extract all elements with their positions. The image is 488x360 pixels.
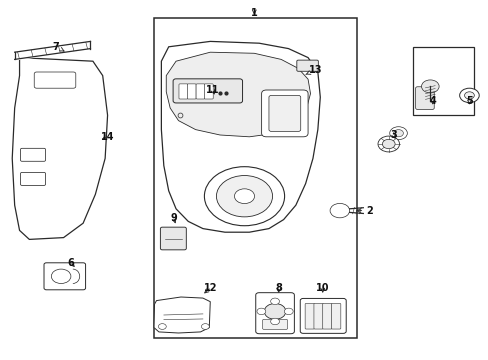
Polygon shape	[12, 58, 107, 239]
FancyBboxPatch shape	[34, 72, 76, 88]
Text: 10: 10	[315, 283, 329, 293]
Text: 3: 3	[389, 130, 396, 140]
Circle shape	[216, 176, 272, 217]
Text: 12: 12	[203, 283, 217, 293]
Text: 14: 14	[101, 132, 114, 142]
Polygon shape	[161, 41, 320, 232]
FancyBboxPatch shape	[20, 148, 45, 161]
Text: 4: 4	[428, 96, 435, 106]
FancyBboxPatch shape	[300, 298, 346, 333]
Circle shape	[51, 269, 71, 284]
Text: 8: 8	[275, 283, 282, 293]
Circle shape	[459, 88, 478, 103]
Text: 6: 6	[67, 258, 74, 268]
Bar	[412, 47, 473, 115]
Circle shape	[201, 324, 209, 329]
Circle shape	[464, 92, 473, 99]
FancyBboxPatch shape	[305, 303, 314, 329]
FancyBboxPatch shape	[261, 90, 307, 137]
FancyBboxPatch shape	[20, 172, 45, 185]
Polygon shape	[154, 297, 210, 333]
FancyBboxPatch shape	[44, 263, 85, 290]
Text: 11: 11	[205, 85, 219, 95]
FancyBboxPatch shape	[173, 79, 242, 103]
Circle shape	[204, 167, 284, 226]
Circle shape	[421, 80, 438, 93]
Circle shape	[382, 139, 394, 149]
Circle shape	[234, 189, 254, 203]
FancyBboxPatch shape	[322, 303, 331, 329]
FancyBboxPatch shape	[331, 303, 340, 329]
FancyBboxPatch shape	[160, 227, 186, 250]
Text: 1: 1	[250, 8, 257, 18]
Circle shape	[284, 308, 292, 315]
Circle shape	[329, 203, 349, 218]
FancyBboxPatch shape	[268, 95, 300, 131]
Circle shape	[158, 324, 166, 329]
FancyBboxPatch shape	[296, 60, 318, 71]
FancyBboxPatch shape	[187, 84, 196, 99]
Polygon shape	[166, 52, 310, 137]
FancyBboxPatch shape	[262, 319, 287, 329]
Circle shape	[377, 136, 399, 152]
Text: 13: 13	[305, 65, 322, 75]
Text: 7: 7	[53, 42, 64, 52]
FancyBboxPatch shape	[179, 84, 187, 99]
Circle shape	[389, 127, 407, 140]
FancyBboxPatch shape	[196, 84, 204, 99]
Circle shape	[270, 298, 279, 305]
Circle shape	[264, 303, 285, 319]
FancyBboxPatch shape	[313, 303, 323, 329]
Text: 2: 2	[356, 206, 372, 216]
Text: 5: 5	[465, 96, 472, 106]
Circle shape	[270, 318, 279, 325]
FancyBboxPatch shape	[255, 293, 294, 334]
FancyBboxPatch shape	[204, 84, 213, 99]
FancyBboxPatch shape	[415, 87, 433, 109]
Circle shape	[393, 130, 403, 137]
Text: 9: 9	[170, 213, 177, 223]
Bar	[154, 18, 356, 338]
Circle shape	[256, 308, 265, 315]
